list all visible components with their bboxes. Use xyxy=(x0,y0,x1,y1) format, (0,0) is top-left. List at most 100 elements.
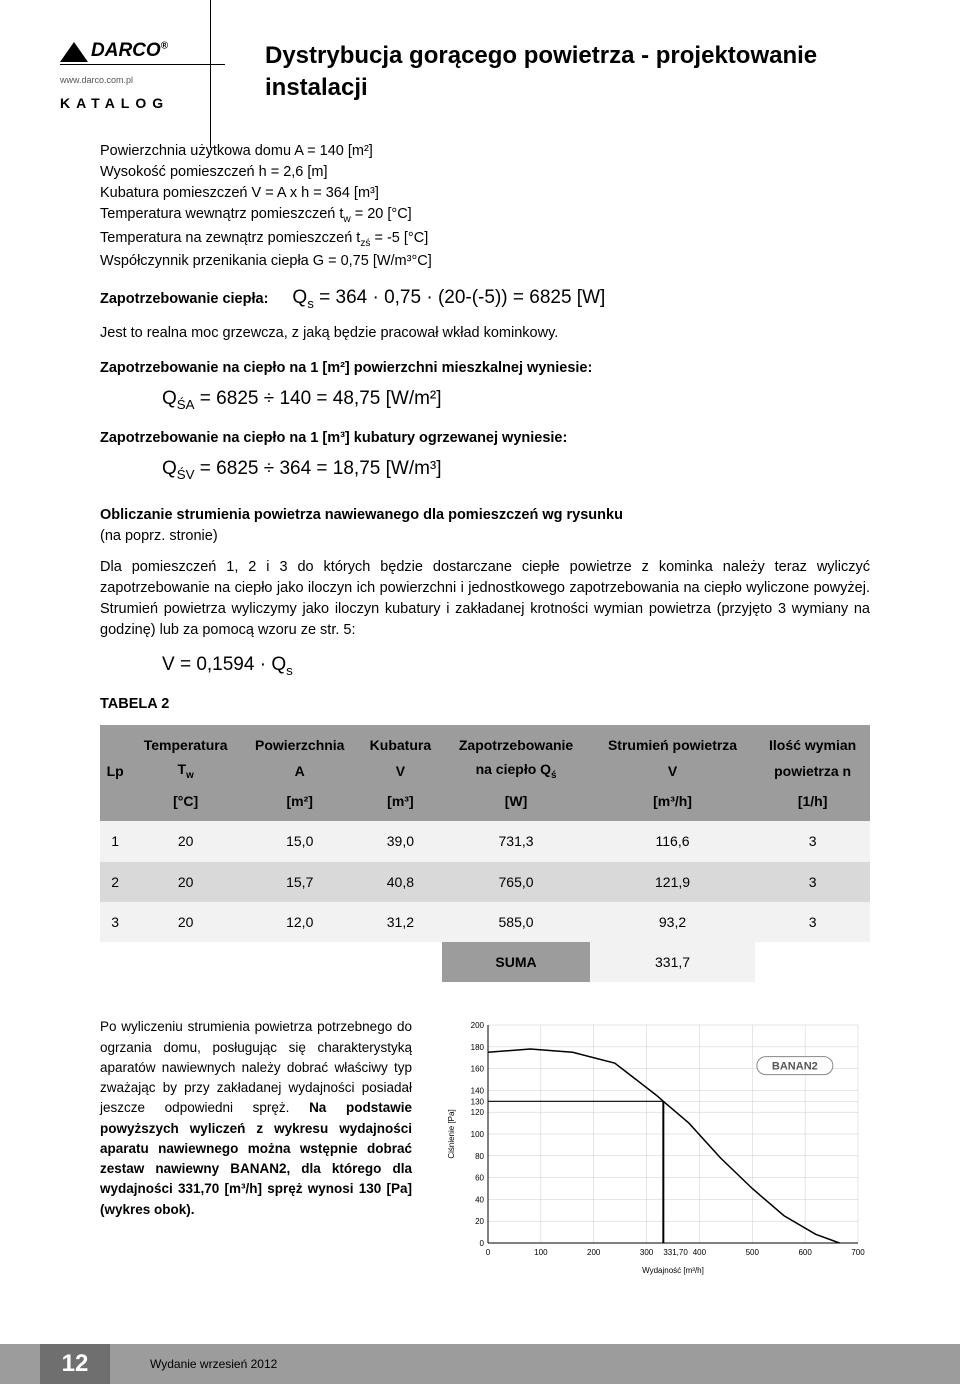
col-unit: [m³] xyxy=(359,787,443,821)
cell: 3 xyxy=(755,862,870,902)
svg-text:700: 700 xyxy=(851,1248,865,1257)
table-title: TABELA 2 xyxy=(100,694,870,715)
parameters: Powierzchnia użytkowa domu A = 140 [m²] … xyxy=(100,141,870,272)
cell: 585,0 xyxy=(442,902,590,942)
svg-text:60: 60 xyxy=(475,1174,484,1183)
param-volume: Kubatura pomieszczeń V = A x h = 364 [m³… xyxy=(100,183,870,204)
param-coeff: Współczynnik przenikania ciepła G = 0,75… xyxy=(100,251,870,272)
col-symbol: na ciepło Qś xyxy=(442,759,590,787)
cell: 2 xyxy=(100,862,130,902)
col-header: Strumień powietrza xyxy=(590,725,755,759)
cell: 20 xyxy=(130,902,241,942)
param-height: Wysokość pomieszczeń h = 2,6 [m] xyxy=(100,162,870,183)
logo-icon xyxy=(60,42,88,62)
cell: 3 xyxy=(100,902,130,942)
heat-demand-eq: Qs = 364 · 0,75 · (20-(-5)) = 6825 [W] xyxy=(292,284,605,313)
col-header xyxy=(100,725,130,759)
svg-text:Wydajność [m³/h]: Wydajność [m³/h] xyxy=(642,1266,704,1275)
col-unit: [W] xyxy=(442,787,590,821)
svg-text:200: 200 xyxy=(587,1248,601,1257)
col-header: Zapotrzebowanie xyxy=(442,725,590,759)
cell: 731,3 xyxy=(442,821,590,861)
svg-text:160: 160 xyxy=(471,1065,485,1074)
col-header: Powierzchnia xyxy=(241,725,359,759)
param-temp-out: Temperatura na zewnątrz pomieszczeń tzś … xyxy=(100,228,870,252)
svg-text:180: 180 xyxy=(471,1043,485,1052)
param-temp-in: Temperatura wewnątrz pomieszczeń tw = 20… xyxy=(100,204,870,228)
heat-demand-row: Zapotrzebowanie ciepła: Qs = 364 · 0,75 … xyxy=(100,284,870,313)
vertical-rule xyxy=(210,0,211,148)
col-symbol: Lp xyxy=(100,759,130,787)
svg-text:100: 100 xyxy=(534,1248,548,1257)
cell-empty xyxy=(241,942,359,982)
performance-chart: 0 20 40 60 80 100 120 130 140 160 180 200 0 100 200 300… xyxy=(440,1017,870,1284)
katalog-label: KATALOG xyxy=(60,95,225,111)
svg-text:80: 80 xyxy=(475,1152,484,1161)
logo-brand: DARCO® xyxy=(91,40,168,62)
col-unit: [°C] xyxy=(130,787,241,821)
per-vol-label: Zapotrzebowanie na ciepło na 1 [m³] kuba… xyxy=(100,428,870,449)
svg-text:120: 120 xyxy=(471,1109,485,1118)
col-unit xyxy=(100,787,130,821)
suma-value: 331,7 xyxy=(590,942,755,982)
suma-label: SUMA xyxy=(442,942,590,982)
svg-text:20: 20 xyxy=(475,1218,484,1227)
cell: 116,6 xyxy=(590,821,755,861)
cell-empty xyxy=(130,942,241,982)
cell: 15,7 xyxy=(241,862,359,902)
col-symbol: Tw xyxy=(130,759,241,787)
eq-v: V = 0,1594 · Qs xyxy=(162,651,870,680)
cell: 121,9 xyxy=(590,862,755,902)
per-area-eq: QŚA = 6825 ÷ 140 = 48,75 [W/m²] xyxy=(162,385,870,414)
cell: 20 xyxy=(130,862,241,902)
header: DARCO® www.darco.com.pl KATALOG Dystrybu… xyxy=(60,40,900,111)
logo-url: www.darco.com.pl xyxy=(60,75,225,85)
footer-edition: Wydanie wrzesień 2012 xyxy=(150,1357,277,1371)
svg-text:300: 300 xyxy=(640,1248,654,1257)
cell: 39,0 xyxy=(359,821,443,861)
per-area-label: Zapotrzebowanie na ciepło na 1 [m²] powi… xyxy=(100,358,870,379)
calc-body: Dla pomieszczeń 1, 2 i 3 do których będz… xyxy=(100,557,870,641)
col-symbol: powietrza n xyxy=(755,759,870,787)
note-real-power: Jest to realna moc grzewcza, z jaką będz… xyxy=(100,323,870,344)
col-unit: [m²] xyxy=(241,787,359,821)
svg-text:BANAN2: BANAN2 xyxy=(772,1061,818,1073)
page-number: 12 xyxy=(40,1344,110,1384)
svg-text:130: 130 xyxy=(471,1098,485,1107)
page-title: Dystrybucja gorącego powietrza - projekt… xyxy=(265,40,900,105)
cell: 93,2 xyxy=(590,902,755,942)
col-header: Temperatura xyxy=(130,725,241,759)
svg-text:100: 100 xyxy=(471,1130,485,1139)
logo-block: DARCO® www.darco.com.pl KATALOG xyxy=(60,40,225,111)
cell: 12,0 xyxy=(241,902,359,942)
cell: 3 xyxy=(755,821,870,861)
svg-text:0: 0 xyxy=(480,1239,485,1248)
cell: 15,0 xyxy=(241,821,359,861)
svg-text:140: 140 xyxy=(471,1087,485,1096)
col-header: Ilość wymian xyxy=(755,725,870,759)
col-symbol: A xyxy=(241,759,359,787)
svg-text:Ciśnienie [Pa]: Ciśnienie [Pa] xyxy=(447,1110,456,1159)
svg-text:400: 400 xyxy=(693,1248,707,1257)
table-row: 22015,740,8765,0121,93 xyxy=(100,862,870,902)
svg-text:600: 600 xyxy=(798,1248,812,1257)
svg-text:500: 500 xyxy=(746,1248,760,1257)
cell: 31,2 xyxy=(359,902,443,942)
col-symbol: V xyxy=(590,759,755,787)
table-row-suma: SUMA331,7 xyxy=(100,942,870,982)
heat-demand-label: Zapotrzebowanie ciepła: xyxy=(100,289,268,310)
per-vol-eq: QŚV = 6825 ÷ 364 = 18,75 [W/m³] xyxy=(162,455,870,484)
cell-empty xyxy=(100,942,130,982)
cell: 40,8 xyxy=(359,862,443,902)
col-unit: [m³/h] xyxy=(590,787,755,821)
bottom-paragraph: Po wyliczeniu strumienia powietrza potrz… xyxy=(100,1017,412,1220)
svg-text:40: 40 xyxy=(475,1196,484,1205)
cell: 1 xyxy=(100,821,130,861)
svg-text:0: 0 xyxy=(486,1248,491,1257)
col-unit: [1/h] xyxy=(755,787,870,821)
col-header: Kubatura xyxy=(359,725,443,759)
svg-text:200: 200 xyxy=(471,1021,485,1030)
table-row: 32012,031,2585,093,23 xyxy=(100,902,870,942)
data-table: TemperaturaPowierzchniaKubaturaZapotrzeb… xyxy=(100,725,870,983)
cell-empty xyxy=(755,942,870,982)
